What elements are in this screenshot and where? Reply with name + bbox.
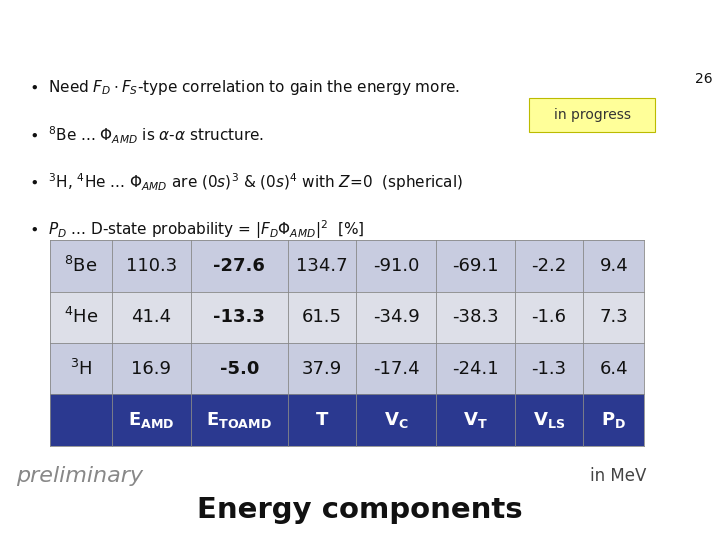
Text: $^{8}$Be: $^{8}$Be (64, 256, 98, 276)
Bar (356, 394, 436, 446)
FancyBboxPatch shape (529, 98, 655, 132)
Text: 37.9: 37.9 (302, 360, 342, 377)
Text: $\bullet$  Need $F_D \cdot F_S$-type correlation to gain the energy more.: $\bullet$ Need $F_D \cdot F_S$-type corr… (29, 78, 460, 97)
Text: $\mathbf{T}$: $\mathbf{T}$ (315, 411, 329, 429)
Text: 6.4: 6.4 (600, 360, 628, 377)
Text: $\mathbf{P}$$\mathbf{_{D}}$: $\mathbf{P}$$\mathbf{_{D}}$ (601, 410, 626, 430)
Bar (50, 240, 644, 292)
Text: $\bullet$  $P_D$ ... D-state probability = $|F_D\Phi_{AMD}|^2$  [%]: $\bullet$ $P_D$ ... D-state probability … (29, 219, 364, 241)
Text: 7.3: 7.3 (600, 308, 628, 326)
Text: $^{4}$He: $^{4}$He (64, 307, 98, 327)
Text: $\mathbf{E}$$\mathbf{_{TOAMD}}$: $\mathbf{E}$$\mathbf{_{TOAMD}}$ (207, 410, 272, 430)
Text: in MeV: in MeV (590, 467, 647, 485)
Text: -24.1: -24.1 (452, 360, 498, 377)
Bar (515, 394, 583, 446)
Bar (50, 292, 644, 343)
Text: 9.4: 9.4 (600, 257, 628, 275)
Text: -38.3: -38.3 (452, 308, 498, 326)
Bar (50, 394, 112, 446)
Text: 134.7: 134.7 (297, 257, 348, 275)
Text: preliminary: preliminary (16, 466, 143, 487)
Bar (191, 394, 288, 446)
Bar (436, 394, 515, 446)
Text: 61.5: 61.5 (302, 308, 342, 326)
Text: -13.3: -13.3 (213, 308, 266, 326)
Text: $\mathbf{E}$$\mathbf{_{AMD}}$: $\mathbf{E}$$\mathbf{_{AMD}}$ (128, 410, 174, 430)
Text: -27.6: -27.6 (213, 257, 266, 275)
Text: 110.3: 110.3 (125, 257, 177, 275)
Text: $\mathbf{V}$$\mathbf{_{LS}}$: $\mathbf{V}$$\mathbf{_{LS}}$ (533, 410, 565, 430)
Text: -34.9: -34.9 (373, 308, 419, 326)
Text: -2.2: -2.2 (531, 257, 567, 275)
Text: Energy components: Energy components (197, 496, 523, 524)
Text: 26: 26 (695, 72, 712, 86)
Bar (50, 343, 644, 394)
Text: -1.3: -1.3 (531, 360, 567, 377)
Text: $\bullet$  $^8$Be ... $\Phi_{AMD}$ is $\alpha$-$\alpha$ structure.: $\bullet$ $^8$Be ... $\Phi_{AMD}$ is $\a… (29, 125, 264, 146)
Bar (288, 394, 356, 446)
Text: -91.0: -91.0 (373, 257, 419, 275)
Text: -69.1: -69.1 (452, 257, 498, 275)
Text: -5.0: -5.0 (220, 360, 259, 377)
Text: 41.4: 41.4 (131, 308, 171, 326)
Text: $^{3}$H: $^{3}$H (70, 359, 92, 379)
Text: $\mathbf{V}$$\mathbf{_{C}}$: $\mathbf{V}$$\mathbf{_{C}}$ (384, 410, 408, 430)
Text: in progress: in progress (554, 108, 631, 122)
Bar (583, 394, 644, 446)
Text: $\bullet$  $^3$H, $^4$He ... $\Phi_{AMD}$ are $(0s)^3$ & $(0s)^4$ with $\mathbf{: $\bullet$ $^3$H, $^4$He ... $\Phi_{AMD}$… (29, 172, 463, 193)
Bar (112, 394, 191, 446)
Text: -1.6: -1.6 (531, 308, 567, 326)
Text: 16.9: 16.9 (131, 360, 171, 377)
Text: $\mathbf{V}$$\mathbf{_{T}}$: $\mathbf{V}$$\mathbf{_{T}}$ (463, 410, 487, 430)
Text: -17.4: -17.4 (373, 360, 419, 377)
